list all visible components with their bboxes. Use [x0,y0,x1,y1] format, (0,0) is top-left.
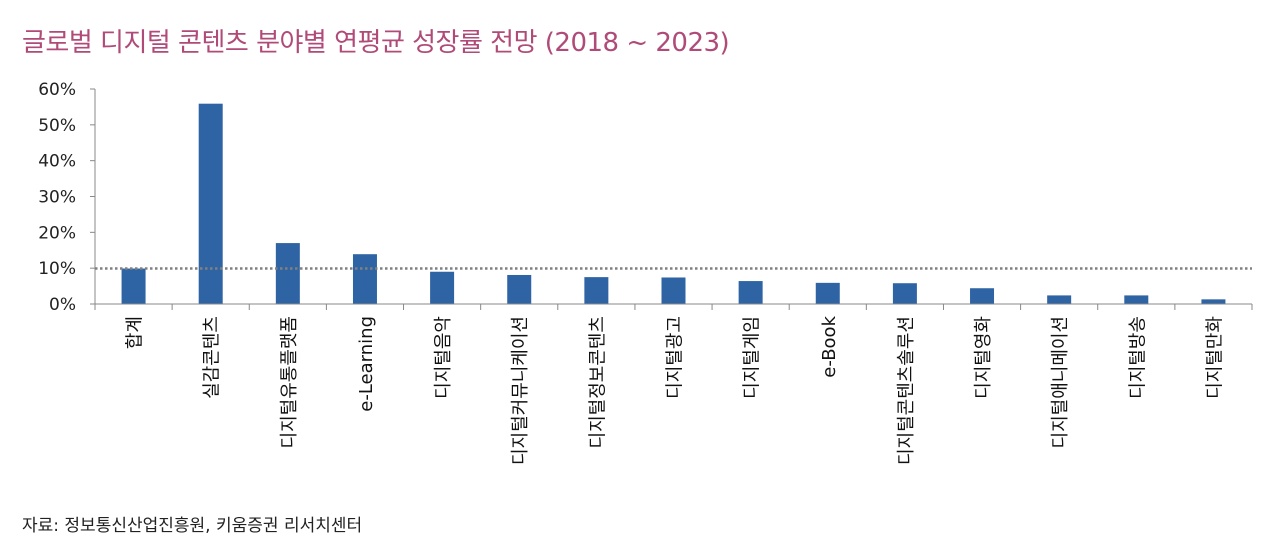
bar [198,103,223,304]
y-tick-label: 10% [38,259,76,279]
chart-title: 글로벌 디지털 콘텐츠 분야별 연평균 성장률 전망 (2018 ~ 2023) [22,28,730,58]
bar [661,277,686,304]
y-tick-label: 20% [38,223,76,243]
bar [815,282,840,304]
category-label: 디지털애니메이션 [1050,316,1071,448]
y-tick-label: 0% [49,295,76,315]
y-axis: 0% 10% 20% 30% 40% 50% 60% [38,80,96,315]
category-label: 디지털커뮤니케이션 [510,316,531,465]
category-label: 디지털방송 [1127,316,1148,399]
category-label: 디지털음악 [433,316,454,399]
bars [121,103,1226,304]
bar [892,283,917,304]
category-label: 디지털콘텐츠솔루션 [896,316,917,465]
bar [1047,295,1072,304]
category-label: 디지털게임 [742,316,763,399]
bar [430,271,455,304]
bar [584,277,609,304]
bar [275,243,300,304]
bar [738,281,763,304]
bar [352,254,377,304]
category-labels: 합계 실감콘텐츠 디지털유통플랫폼 e-Learning 디지털음악 디지털커뮤니케이션 디… [125,315,1226,465]
source-note: 자료: 정보통신산업진흥원, 키움증권 리서치센터 [22,516,363,536]
bar [507,274,532,304]
category-label: 디지털영화 [973,316,994,399]
y-tick-label: 60% [38,80,76,100]
category-label: 실감콘텐츠 [202,316,223,399]
category-label: 디지털정보콘텐츠 [587,316,608,448]
y-tick-label: 50% [38,116,76,136]
category-label: 합계 [125,316,146,349]
bar [121,268,146,304]
category-label: 디지털유통플랫폼 [279,316,300,448]
y-tick-label: 40% [38,152,76,172]
category-label: e-Learning [356,316,377,412]
category-label: e-Book [819,315,840,377]
category-label: 디지털만화 [1204,316,1225,399]
y-tick-label: 30% [38,188,76,208]
bar [970,288,995,304]
bar [1124,295,1149,304]
category-label: 디지털광고 [665,316,686,399]
x-axis [94,303,1253,310]
bar [1201,299,1226,304]
